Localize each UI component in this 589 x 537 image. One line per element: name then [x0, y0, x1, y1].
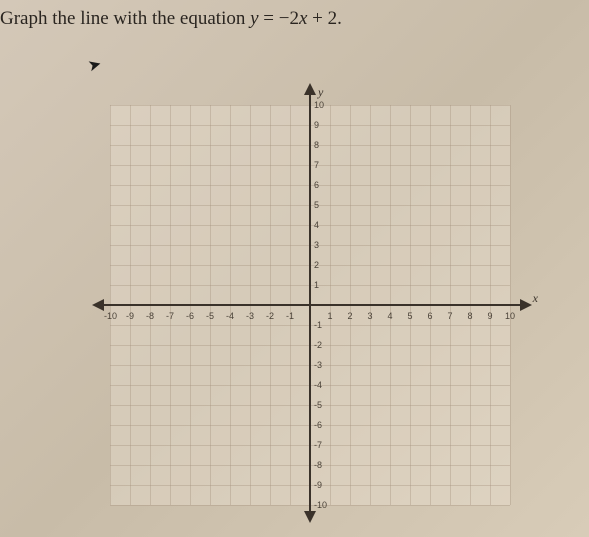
- y-tick-label: 9: [314, 120, 326, 130]
- question-text: Graph the line with the equation y = −2x…: [0, 8, 342, 30]
- x-axis-arrow-left-icon: [92, 299, 104, 311]
- y-tick-label: 2: [314, 260, 326, 270]
- x-tick-label: 3: [364, 311, 376, 321]
- x-tick-label: -10: [104, 311, 116, 321]
- x-tick-label: 6: [424, 311, 436, 321]
- y-tick-label: -5: [314, 400, 326, 410]
- y-tick-label: -9: [314, 480, 326, 490]
- x-tick-label: -2: [264, 311, 276, 321]
- x-axis-label: x: [533, 291, 538, 306]
- x-tick-label: 5: [404, 311, 416, 321]
- x-tick-label: 7: [444, 311, 456, 321]
- y-tick-label: 7: [314, 160, 326, 170]
- y-axis-arrow-up-icon: [304, 83, 316, 95]
- x-tick-label: -4: [224, 311, 236, 321]
- cursor-icon: ➤: [86, 54, 104, 77]
- x-tick-label: -8: [144, 311, 156, 321]
- y-tick-label: -3: [314, 360, 326, 370]
- suffix: .: [337, 8, 342, 29]
- y-tick-label: -8: [314, 460, 326, 470]
- y-tick-label: 6: [314, 180, 326, 190]
- y-tick-label: 10: [314, 100, 326, 110]
- y-axis-arrow-down-icon: [304, 511, 316, 523]
- y-axis-label: y: [318, 85, 323, 100]
- x-tick-label: 4: [384, 311, 396, 321]
- question-prefix: Graph the line with the equation: [0, 8, 250, 29]
- x-tick-label: 2: [344, 311, 356, 321]
- x-tick-label: -5: [204, 311, 216, 321]
- y-tick-label: -4: [314, 380, 326, 390]
- coordinate-plane[interactable]: y x 10987654321-1-2-3-4-5-6-7-8-9-10-10-…: [100, 85, 520, 515]
- x-tick-label: -6: [184, 311, 196, 321]
- rhs-b: + 2: [307, 8, 337, 29]
- equals: =: [259, 8, 279, 29]
- y-tick-label: -2: [314, 340, 326, 350]
- y-tick-label: 3: [314, 240, 326, 250]
- x-tick-label: 10: [504, 311, 516, 321]
- x-tick-label: -1: [284, 311, 296, 321]
- rhs-a: −2: [279, 8, 299, 29]
- y-tick-label: -6: [314, 420, 326, 430]
- y-tick-label: 5: [314, 200, 326, 210]
- x-tick-label: 9: [484, 311, 496, 321]
- x-tick-label: -9: [124, 311, 136, 321]
- x-tick-label: 8: [464, 311, 476, 321]
- y-tick-label: 1: [314, 280, 326, 290]
- y-tick-label: -7: [314, 440, 326, 450]
- y-tick-label: 8: [314, 140, 326, 150]
- y-tick-label: -10: [314, 500, 326, 510]
- x-tick-label: -3: [244, 311, 256, 321]
- x-tick-label: -7: [164, 311, 176, 321]
- y-tick-label: 4: [314, 220, 326, 230]
- y-tick-label: -1: [314, 320, 326, 330]
- x-axis-arrow-right-icon: [520, 299, 532, 311]
- x-tick-label: 1: [324, 311, 336, 321]
- x-axis: [100, 304, 530, 306]
- var-y: y: [250, 8, 258, 29]
- y-axis: [309, 90, 311, 520]
